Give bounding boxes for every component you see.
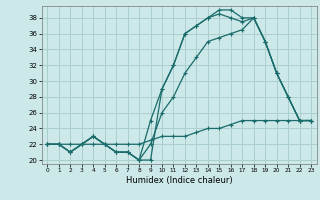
- X-axis label: Humidex (Indice chaleur): Humidex (Indice chaleur): [126, 176, 233, 185]
